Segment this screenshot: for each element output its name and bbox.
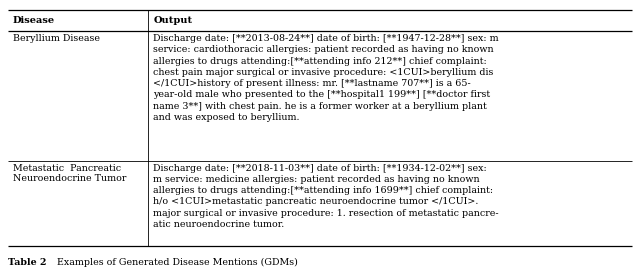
Text: Discharge date: [**2013-08-24**] date of birth: [**1947-12-28**] sex: m
service:: Discharge date: [**2013-08-24**] date of… <box>154 34 499 122</box>
Text: Disease: Disease <box>13 16 55 25</box>
Text: Discharge date: [**2018-11-03**] date of birth: [**1934-12-02**] sex:
m service:: Discharge date: [**2018-11-03**] date of… <box>154 164 499 229</box>
Text: Examples of Generated Disease Mentions (GDMs): Examples of Generated Disease Mentions (… <box>51 258 298 267</box>
Text: Beryllium Disease: Beryllium Disease <box>13 34 100 43</box>
Text: Table 2: Table 2 <box>8 258 46 267</box>
Text: Output: Output <box>154 16 193 25</box>
Text: Metastatic  Pancreatic
Neuroendocrine Tumor: Metastatic Pancreatic Neuroendocrine Tum… <box>13 164 126 183</box>
